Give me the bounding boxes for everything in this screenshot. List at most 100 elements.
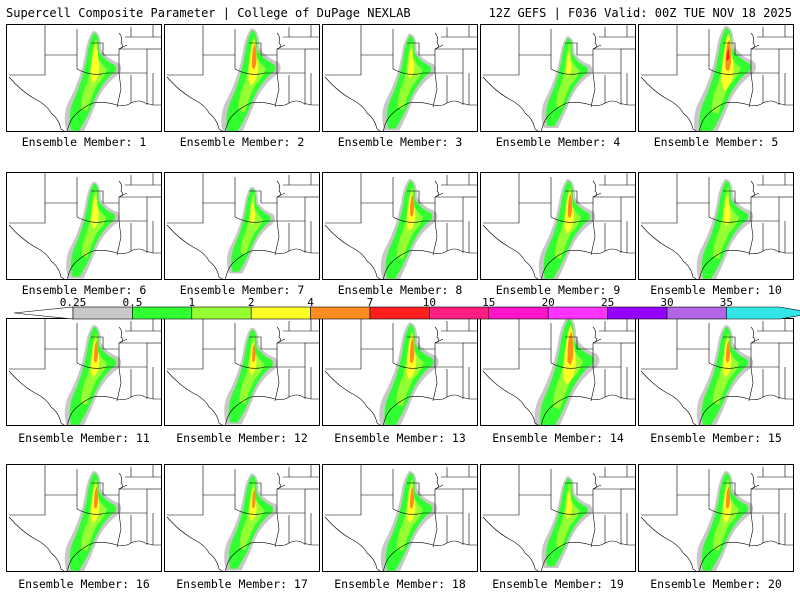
member-label-11: Ensemble Member: 11 [18,431,150,445]
map-title: Supercell Composite Parameter | College … [6,6,411,20]
colorbar-tick-label: 25 [600,296,615,309]
scp-map-12 [166,319,319,425]
member-label-17: Ensemble Member: 17 [176,577,308,591]
member-label-18: Ensemble Member: 18 [334,577,466,591]
colorbar-tick-label: 2 [247,296,255,309]
colorbar-bin-9 [607,306,668,320]
ensemble-panel-7 [164,172,320,280]
colorbar-bin-5 [369,306,430,320]
ensemble-panel-4 [480,24,636,132]
member-label-5: Ensemble Member: 5 [653,135,779,149]
scp-shade-orange [252,343,256,363]
colorbar-tick-label: 15 [482,296,496,309]
member-label-7: Ensemble Member: 7 [179,283,305,297]
ensemble-panel-12 [164,318,320,426]
scp-map-4 [482,25,635,131]
scp-shade-red [726,47,730,61]
member-label-2: Ensemble Member: 2 [179,135,305,149]
ensemble-panel-17 [164,464,320,572]
member-label-20: Ensemble Member: 20 [650,577,782,591]
scp-map-7 [166,173,319,279]
ensemble-panel-14 [480,318,636,426]
ensemble-panel-11 [6,318,162,426]
model-run-info: 12Z GEFS | F036 Valid: 00Z TUE NOV 18 20… [488,6,792,20]
member-label-1: Ensemble Member: 1 [21,135,147,149]
scp-map-9 [482,173,635,279]
scp-shade-orange [94,487,98,509]
member-label-6: Ensemble Member: 6 [21,283,147,297]
scp-map-20 [640,465,793,571]
member-label-16: Ensemble Member: 16 [18,577,150,591]
scp-shade-orange [726,341,730,363]
scp-shade-yellow [250,201,256,226]
scp-map-8 [324,173,477,279]
colorbar-tick-label: 35 [719,296,734,309]
colorbar-tick-label: 4 [307,296,314,309]
colorbar-bin-6 [429,306,490,320]
ensemble-panel-5 [638,24,794,132]
scp-shade-orange [410,487,414,509]
scp-shade-orange [409,338,415,364]
scp-shade-yellow [407,48,415,79]
colorbar-bin-11 [726,306,800,320]
ensemble-panel-19 [480,464,636,572]
ensemble-panel-9 [480,172,636,280]
member-label-12: Ensemble Member: 12 [176,431,308,445]
ensemble-panel-13 [322,318,478,426]
scp-shade-orange [252,489,256,509]
ensemble-panel-2 [164,24,320,132]
colorbar-bin-3 [250,306,311,320]
scp-map-14 [482,319,635,425]
scp-map-3 [324,25,477,131]
scp-shade-yellow [723,194,731,227]
member-label-15: Ensemble Member: 15 [650,431,782,445]
scp-map-19 [482,465,635,571]
scp-shade-yellow [91,43,100,83]
ensemble-panel-16 [6,464,162,572]
ensemble-panel-15 [638,318,794,426]
scp-map-6 [8,173,161,279]
ensemble-panel-8 [322,172,478,280]
colorbar-tick-label: 20 [541,296,555,309]
member-label-13: Ensemble Member: 13 [334,431,466,445]
colorbar-tick-label: 1 [188,296,196,309]
member-label-10: Ensemble Member: 10 [650,283,782,297]
scp-shade-orange [251,44,257,70]
scp-map-15 [640,319,793,425]
colorbar-tick-label: 7 [366,296,374,309]
scp-map-18 [324,465,477,571]
member-label-14: Ensemble Member: 14 [492,431,624,445]
scp-map-1 [8,25,161,131]
scp-shade-yellow [566,51,572,78]
scp-map-10 [640,173,793,279]
colorbar-bin-4 [310,306,371,320]
color-scale-bar [13,306,800,320]
member-label-19: Ensemble Member: 19 [492,577,624,591]
ensemble-panel-1 [6,24,162,132]
colorbar-bin-2 [191,306,252,320]
colorbar-tick-label: 10 [422,296,437,309]
scp-shade-orange [567,332,574,366]
scp-shade-orange [94,341,98,363]
scp-map-5 [640,25,793,131]
scp-map-11 [8,319,161,425]
member-label-4: Ensemble Member: 4 [495,135,621,149]
colorbar-bin-7 [488,306,549,320]
ensemble-panel-6 [6,172,162,280]
scp-shade-orange [410,195,414,217]
scp-map-13 [324,319,477,425]
ensemble-panel-3 [322,24,478,132]
colorbar-bin-10 [666,306,727,320]
ensemble-panel-10 [638,172,794,280]
member-label-8: Ensemble Member: 8 [337,283,463,297]
colorbar-tick-label: 0.5 [122,296,143,309]
scp-shade-orange [567,194,573,219]
scp-shade-orange [726,487,730,509]
colorbar-tick-label: 30 [660,296,674,309]
scp-map-16 [8,465,161,571]
scp-shade-yellow [91,194,99,229]
colorbar-bin-8 [547,306,608,320]
colorbar-tick-label: 0.25 [59,296,87,309]
member-label-3: Ensemble Member: 3 [337,135,463,149]
scp-map-2 [166,25,319,131]
